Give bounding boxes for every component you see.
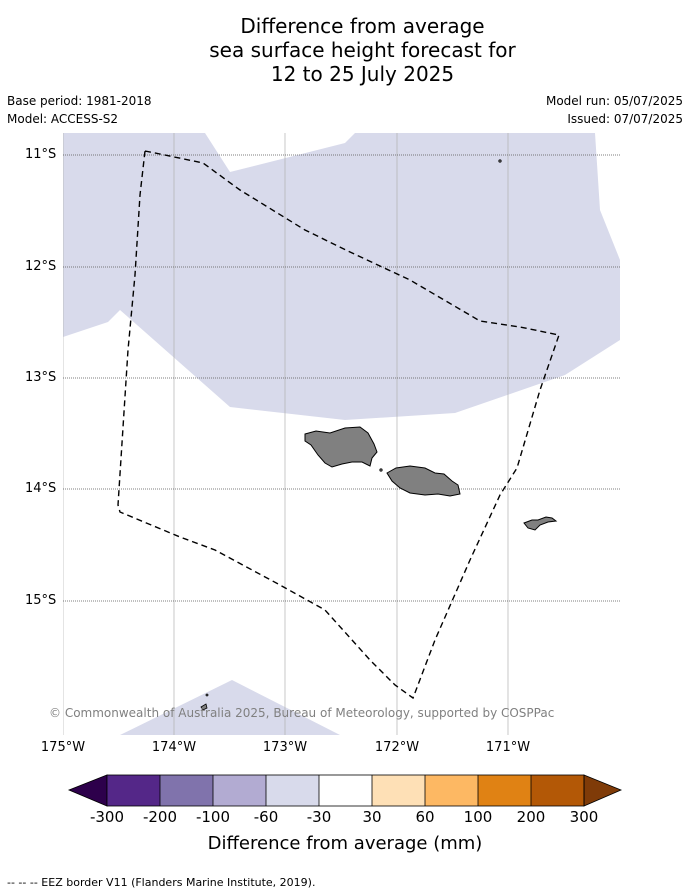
colorbar-bin-7 (425, 775, 478, 806)
colorbar-tick-label: -200 (142, 808, 178, 826)
lon-label-172w: 172°W (374, 740, 420, 755)
title-line-3: 12 to 25 July 2025 (270, 62, 455, 86)
anomaly-region-north (63, 133, 620, 420)
colorbar-bin-5 (319, 775, 372, 806)
island-tutuila (523, 516, 558, 531)
colorbar-tick-label: -300 (89, 808, 125, 826)
island-savaii (304, 426, 378, 468)
issued-date: Issued: 07/07/2025 (567, 112, 683, 126)
map-title: Difference from average sea surface heig… (0, 14, 690, 86)
colorbar-arrow-low (67, 774, 108, 807)
eez-legend: -- -- -- EEZ border V11 (Flanders Marine… (7, 876, 316, 889)
colorbar-tick-label: 200 (516, 808, 546, 826)
title-line-1: Difference from average (240, 14, 485, 38)
colorbar-title: Difference from average (mm) (207, 833, 483, 854)
lat-label-13s: 13°S (25, 370, 57, 385)
lon-label-174w: 174°W (151, 740, 197, 755)
copyright-notice: © Commonwealth of Australia 2025, Bureau… (49, 706, 555, 720)
eez-border (117, 150, 560, 700)
graticule (63, 133, 509, 735)
island-upolu (386, 465, 461, 497)
islet-rose (498, 159, 502, 163)
colorbar-tick-label: 300 (569, 808, 599, 826)
lat-label-14s: 14°S (25, 481, 57, 496)
colorbar-tick-label: 60 (415, 808, 435, 826)
colorbar-bin-3 (213, 775, 266, 806)
colorbar-bin-4 (266, 775, 319, 806)
model-name: Model: ACCESS-S2 (7, 112, 119, 126)
colorbar-tick-label: -100 (195, 808, 231, 826)
model-run: Model run: 05/07/2025 (545, 94, 683, 108)
colorbar-bin-8 (478, 775, 531, 806)
colorbar-tick-label: -30 (306, 808, 332, 826)
colorbar-arrow-high (583, 774, 623, 807)
colorbar-bin-2 (160, 775, 213, 806)
lat-label-15s: 15°S (25, 593, 57, 608)
colorbar-bin-9 (531, 775, 584, 806)
islet-wallis-2 (200, 703, 208, 711)
colorbar-tick-label: -60 (253, 808, 279, 826)
lon-label-173w: 173°W (262, 740, 308, 755)
map-area (63, 133, 620, 735)
lon-label-171w: 171°W (485, 740, 531, 755)
colorbar-bin-1 (107, 775, 160, 806)
colorbar-tick-label: 30 (362, 808, 382, 826)
base-period: Base period: 1981-2018 (7, 94, 152, 108)
lat-label-12s: 12°S (25, 259, 57, 274)
lon-label-175w: 175°W (40, 740, 86, 755)
islet-wallis-1 (205, 693, 209, 697)
latitude-lines (63, 154, 620, 602)
colorbar-tick-label: 100 (463, 808, 493, 826)
lat-label-11s: 11°S (25, 147, 57, 162)
colorbar-bin-6 (372, 775, 425, 806)
title-line-2: sea surface height forecast for (209, 38, 516, 62)
islet-manono (379, 468, 383, 472)
colorbar (67, 774, 623, 807)
